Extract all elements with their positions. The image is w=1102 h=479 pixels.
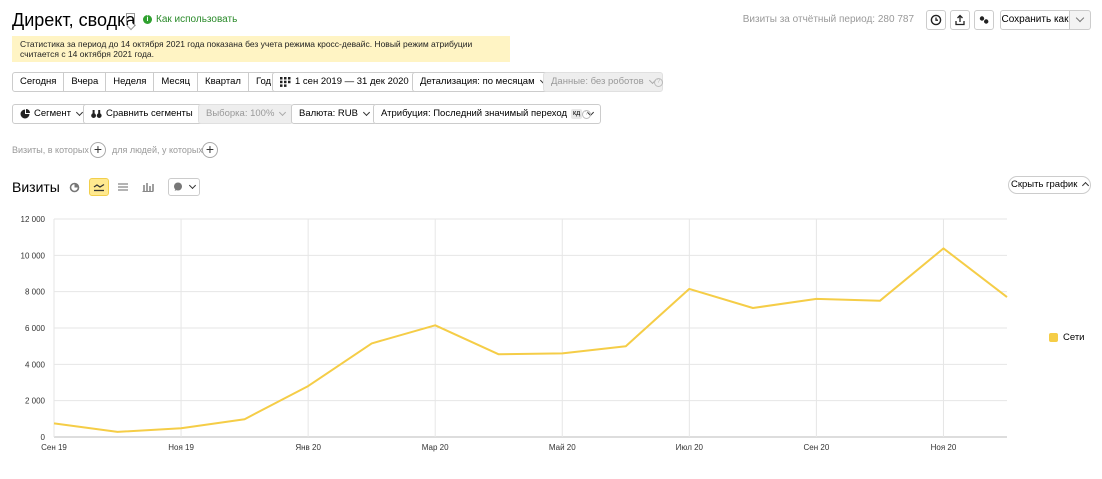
series-line	[53, 247, 1008, 433]
chevron-down-icon	[75, 108, 84, 117]
date-range-button[interactable]: 1 сен 2019 — 31 дек 2020	[272, 72, 417, 92]
attribution-label: Атрибуция: Последний значимый переход	[381, 108, 568, 119]
attribution-notice: Статистика за период до 14 октября 2021 …	[12, 36, 510, 62]
y-tick-label: 12 000	[21, 215, 46, 224]
access-button[interactable]	[974, 10, 994, 30]
help-icon[interactable]: ?	[582, 110, 591, 119]
currency-label: Валюта: RUB	[299, 108, 358, 119]
visits-total: Визиты за отчётный период: 280 787	[742, 14, 914, 25]
chart-type-bar[interactable]	[138, 178, 158, 196]
visits-line-chart: 0 2 000 4 000 6 000 8 000 10 000 12 000 Сен 19 Н…	[21, 215, 1008, 452]
y-tick-label: 6 000	[25, 324, 46, 333]
page-title: Директ, сводка	[12, 10, 136, 30]
people-filter-label: для людей, у которых	[112, 145, 203, 155]
stacked-chart-icon	[118, 183, 128, 191]
howto-link[interactable]: i Как использовать	[143, 14, 237, 25]
hide-chart-label: Скрыть график	[1010, 179, 1078, 190]
chevron-down-icon	[188, 181, 197, 190]
line-chart-icon	[93, 183, 105, 192]
period-quarter[interactable]: Квартал	[197, 72, 249, 92]
users-icon	[979, 16, 989, 24]
detail-dropdown[interactable]: Детализация: по месяцам	[412, 72, 554, 92]
x-tick-label: Сен 19	[41, 443, 67, 452]
period-year[interactable]: Год	[247, 72, 280, 92]
period-yesterday[interactable]: Вчера	[63, 72, 107, 92]
segment-dropdown[interactable]: Сегмент	[12, 104, 91, 124]
x-tick-label: Май 20	[549, 443, 576, 452]
history-button[interactable]	[926, 10, 946, 30]
currency-dropdown[interactable]: Валюта: RUB	[291, 104, 377, 124]
chart-options-dropdown[interactable]	[168, 178, 200, 196]
x-tick-label: Мар 20	[422, 443, 449, 452]
notice-line-2: считается с 14 октября 2021 года.	[20, 49, 155, 59]
chart-title: Визиты	[12, 179, 60, 195]
binoculars-icon	[91, 110, 102, 118]
clock-icon	[930, 14, 942, 26]
add-visits-filter-button[interactable]: +	[90, 142, 106, 158]
chevron-down-icon	[1075, 13, 1085, 23]
x-tick-label: Сен 20	[804, 443, 830, 452]
attribution-dropdown[interactable]: Атрибуция: Последний значимый переход кд	[373, 104, 602, 124]
add-people-filter-button[interactable]: +	[202, 142, 218, 158]
chat-bubble-icon	[174, 182, 182, 191]
detail-label: Детализация: по месяцам	[420, 76, 535, 87]
data-filter-label: Данные: без роботов	[551, 76, 644, 87]
y-tick-label: 0	[41, 433, 46, 442]
chevron-down-icon	[362, 108, 370, 117]
period-month[interactable]: Месяц	[153, 72, 199, 92]
legend-swatch	[1049, 333, 1058, 342]
bookmark-icon[interactable]	[126, 13, 135, 25]
y-tick-label: 8 000	[25, 288, 46, 297]
x-tick-label: Ноя 19	[168, 443, 194, 452]
chevron-up-icon	[1081, 181, 1090, 190]
period-selector: Сегодня Вчера Неделя Месяц Квартал Год	[12, 72, 280, 92]
date-range-label: 1 сен 2019 — 31 дек 2020	[295, 76, 409, 87]
sample-label: Выборка: 100%	[206, 108, 275, 119]
compare-label: Сравнить сегменты	[106, 108, 193, 119]
bar-chart-icon	[142, 183, 154, 192]
x-tick-label: Ноя 20	[931, 443, 957, 452]
calendar-icon	[280, 77, 291, 87]
chart-type-pie[interactable]	[64, 178, 84, 196]
chart-legend[interactable]: Сети	[1049, 332, 1085, 343]
howto-label: Как использовать	[156, 14, 238, 25]
help-icon[interactable]: ?	[654, 78, 663, 87]
y-tick-label: 10 000	[21, 251, 46, 260]
sample-dropdown[interactable]: Выборка: 100%	[198, 104, 294, 124]
data-filter-dropdown[interactable]: Данные: без роботов	[543, 72, 663, 92]
x-tick-label: Июл 20	[676, 443, 704, 452]
export-button[interactable]	[950, 10, 970, 30]
upload-icon	[955, 14, 965, 26]
notice-line-1: Статистика за период до 14 октября 2021 …	[20, 39, 473, 49]
save-as-button[interactable]: Сохранить как	[1000, 10, 1070, 30]
legend-label: Сети	[1063, 332, 1085, 343]
cross-device-badge: кд	[571, 109, 583, 119]
period-today[interactable]: Сегодня	[12, 72, 65, 92]
chart-type-line[interactable]	[89, 178, 109, 196]
visits-filter-label: Визиты, в которых	[12, 145, 89, 155]
chevron-down-icon	[279, 108, 287, 117]
compare-segments-dropdown[interactable]: Сравнить сегменты	[83, 104, 212, 124]
pie-icon	[20, 109, 30, 119]
save-as-dropdown[interactable]	[1069, 10, 1091, 30]
pie-chart-icon	[69, 182, 79, 192]
x-tick-label: Янв 20	[295, 443, 321, 452]
y-tick-label: 2 000	[25, 397, 46, 406]
hide-chart-button[interactable]: Скрыть график	[1008, 176, 1091, 194]
segment-label: Сегмент	[34, 108, 72, 119]
y-tick-label: 4 000	[25, 360, 46, 369]
info-icon: i	[143, 15, 152, 24]
chart-type-area[interactable]	[113, 178, 133, 196]
period-week[interactable]: Неделя	[105, 72, 155, 92]
